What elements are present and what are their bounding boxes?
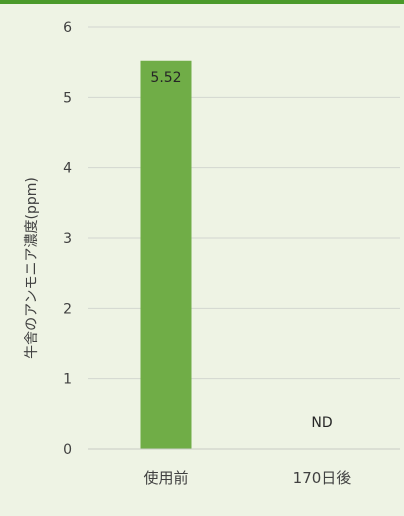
y-axis-title: 牛舎のアンモニア濃度(ppm)	[24, 177, 40, 359]
bars: 5.52 ND	[140, 60, 333, 449]
y-tick-label: 1	[63, 372, 72, 388]
x-axis-categories: 使用前 170日後	[143, 469, 351, 487]
y-tick-label: 4	[63, 161, 72, 177]
data-label-2: ND	[311, 415, 332, 431]
x-category-label-2: 170日後	[293, 469, 352, 487]
y-tick-label: 6	[63, 20, 72, 36]
gridlines	[88, 26, 400, 380]
y-tick-label: 0	[63, 442, 72, 458]
y-tick-label: 5	[63, 90, 72, 106]
header-accent-strip	[0, 0, 404, 4]
y-axis-ticks: 0 1 2 3 4 5 6	[63, 20, 72, 458]
y-tick-label: 2	[63, 301, 72, 317]
x-category-label-1: 使用前	[143, 469, 188, 487]
bar-1	[140, 60, 192, 449]
data-label-1: 5.52	[150, 70, 181, 86]
y-tick-label: 3	[63, 231, 72, 247]
